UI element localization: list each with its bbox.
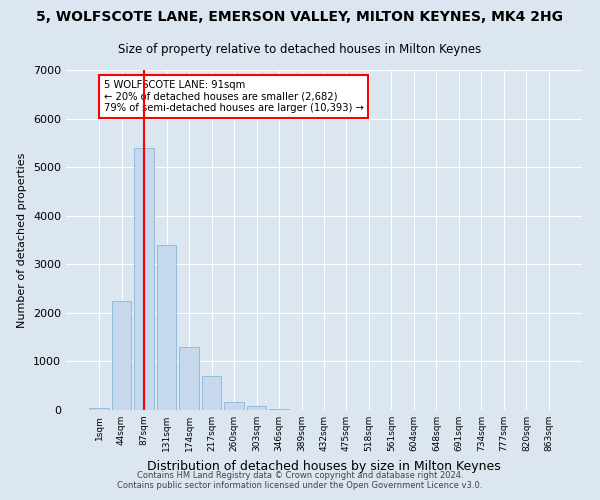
Text: 5, WOLFSCOTE LANE, EMERSON VALLEY, MILTON KEYNES, MK4 2HG: 5, WOLFSCOTE LANE, EMERSON VALLEY, MILTO… [37, 10, 563, 24]
Text: Contains HM Land Registry data © Crown copyright and database right 2024.
Contai: Contains HM Land Registry data © Crown c… [118, 470, 482, 490]
Text: Size of property relative to detached houses in Milton Keynes: Size of property relative to detached ho… [118, 42, 482, 56]
Bar [269, 408, 289, 410]
Text: 5 WOLFSCOTE LANE: 91sqm
← 20% of detached houses are smaller (2,682)
79% of semi: 5 WOLFSCOTE LANE: 91sqm ← 20% of detache… [104, 80, 364, 113]
Bar [224, 402, 244, 410]
Bar [112, 300, 131, 410]
Y-axis label: Number of detached properties: Number of detached properties [17, 152, 28, 328]
Bar [202, 376, 221, 410]
Bar [179, 347, 199, 410]
Bar [157, 245, 176, 410]
Bar [247, 406, 266, 410]
Bar [134, 148, 154, 410]
Bar [89, 408, 109, 410]
X-axis label: Distribution of detached houses by size in Milton Keynes: Distribution of detached houses by size … [147, 460, 501, 472]
